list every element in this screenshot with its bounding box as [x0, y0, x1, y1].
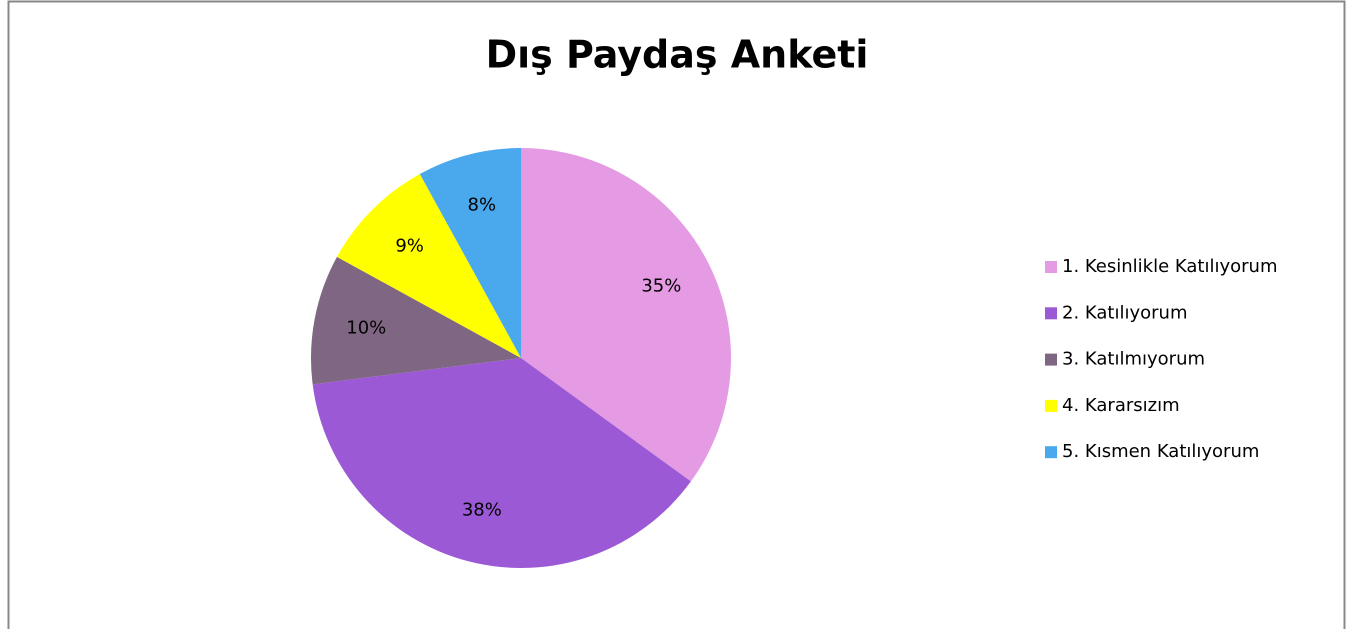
legend-swatch: [1045, 307, 1057, 320]
pie-slice: [419, 148, 521, 358]
data-label: 35%: [641, 275, 681, 296]
legend-label: 3. Katılmıyorum: [1062, 349, 1205, 370]
pie-slice: [311, 256, 521, 385]
pie-slice: [312, 358, 691, 568]
data-label: 10%: [346, 317, 386, 338]
data-label: 38%: [462, 500, 502, 521]
chart-title: Dış Paydaş Anketi: [486, 33, 869, 77]
legend-swatch: [1045, 446, 1057, 459]
pie-slice: [336, 173, 521, 358]
legend-label: 4. Kararsızım: [1062, 395, 1180, 416]
data-label: 8%: [468, 194, 497, 215]
legend-label: 1. Kesinlikle Katılıyorum: [1062, 256, 1277, 277]
legend-label: 2. Katılıyorum: [1062, 302, 1187, 323]
legend-swatch: [1045, 353, 1057, 366]
data-label: 9%: [395, 236, 424, 257]
legend-swatch: [1045, 399, 1057, 412]
legend-swatch: [1045, 261, 1057, 273]
legend-label: 5. Kısmen Katılıyorum: [1062, 441, 1259, 462]
pie-slice: [521, 148, 731, 482]
